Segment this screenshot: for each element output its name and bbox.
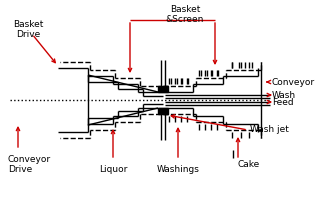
Text: Feed: Feed (272, 97, 294, 107)
Text: Cake: Cake (237, 160, 259, 169)
Text: Washings: Washings (156, 165, 199, 174)
Text: Basket
&Screen: Basket &Screen (166, 5, 204, 24)
Text: Basket
Drive: Basket Drive (13, 20, 43, 39)
Text: Wash jet: Wash jet (250, 125, 289, 135)
Polygon shape (158, 86, 168, 92)
Text: Liquor: Liquor (99, 165, 127, 174)
Text: Conveyor
Drive: Conveyor Drive (8, 155, 51, 174)
Polygon shape (158, 108, 168, 114)
Text: Conveyor: Conveyor (272, 77, 315, 87)
Text: Wash: Wash (272, 90, 296, 99)
